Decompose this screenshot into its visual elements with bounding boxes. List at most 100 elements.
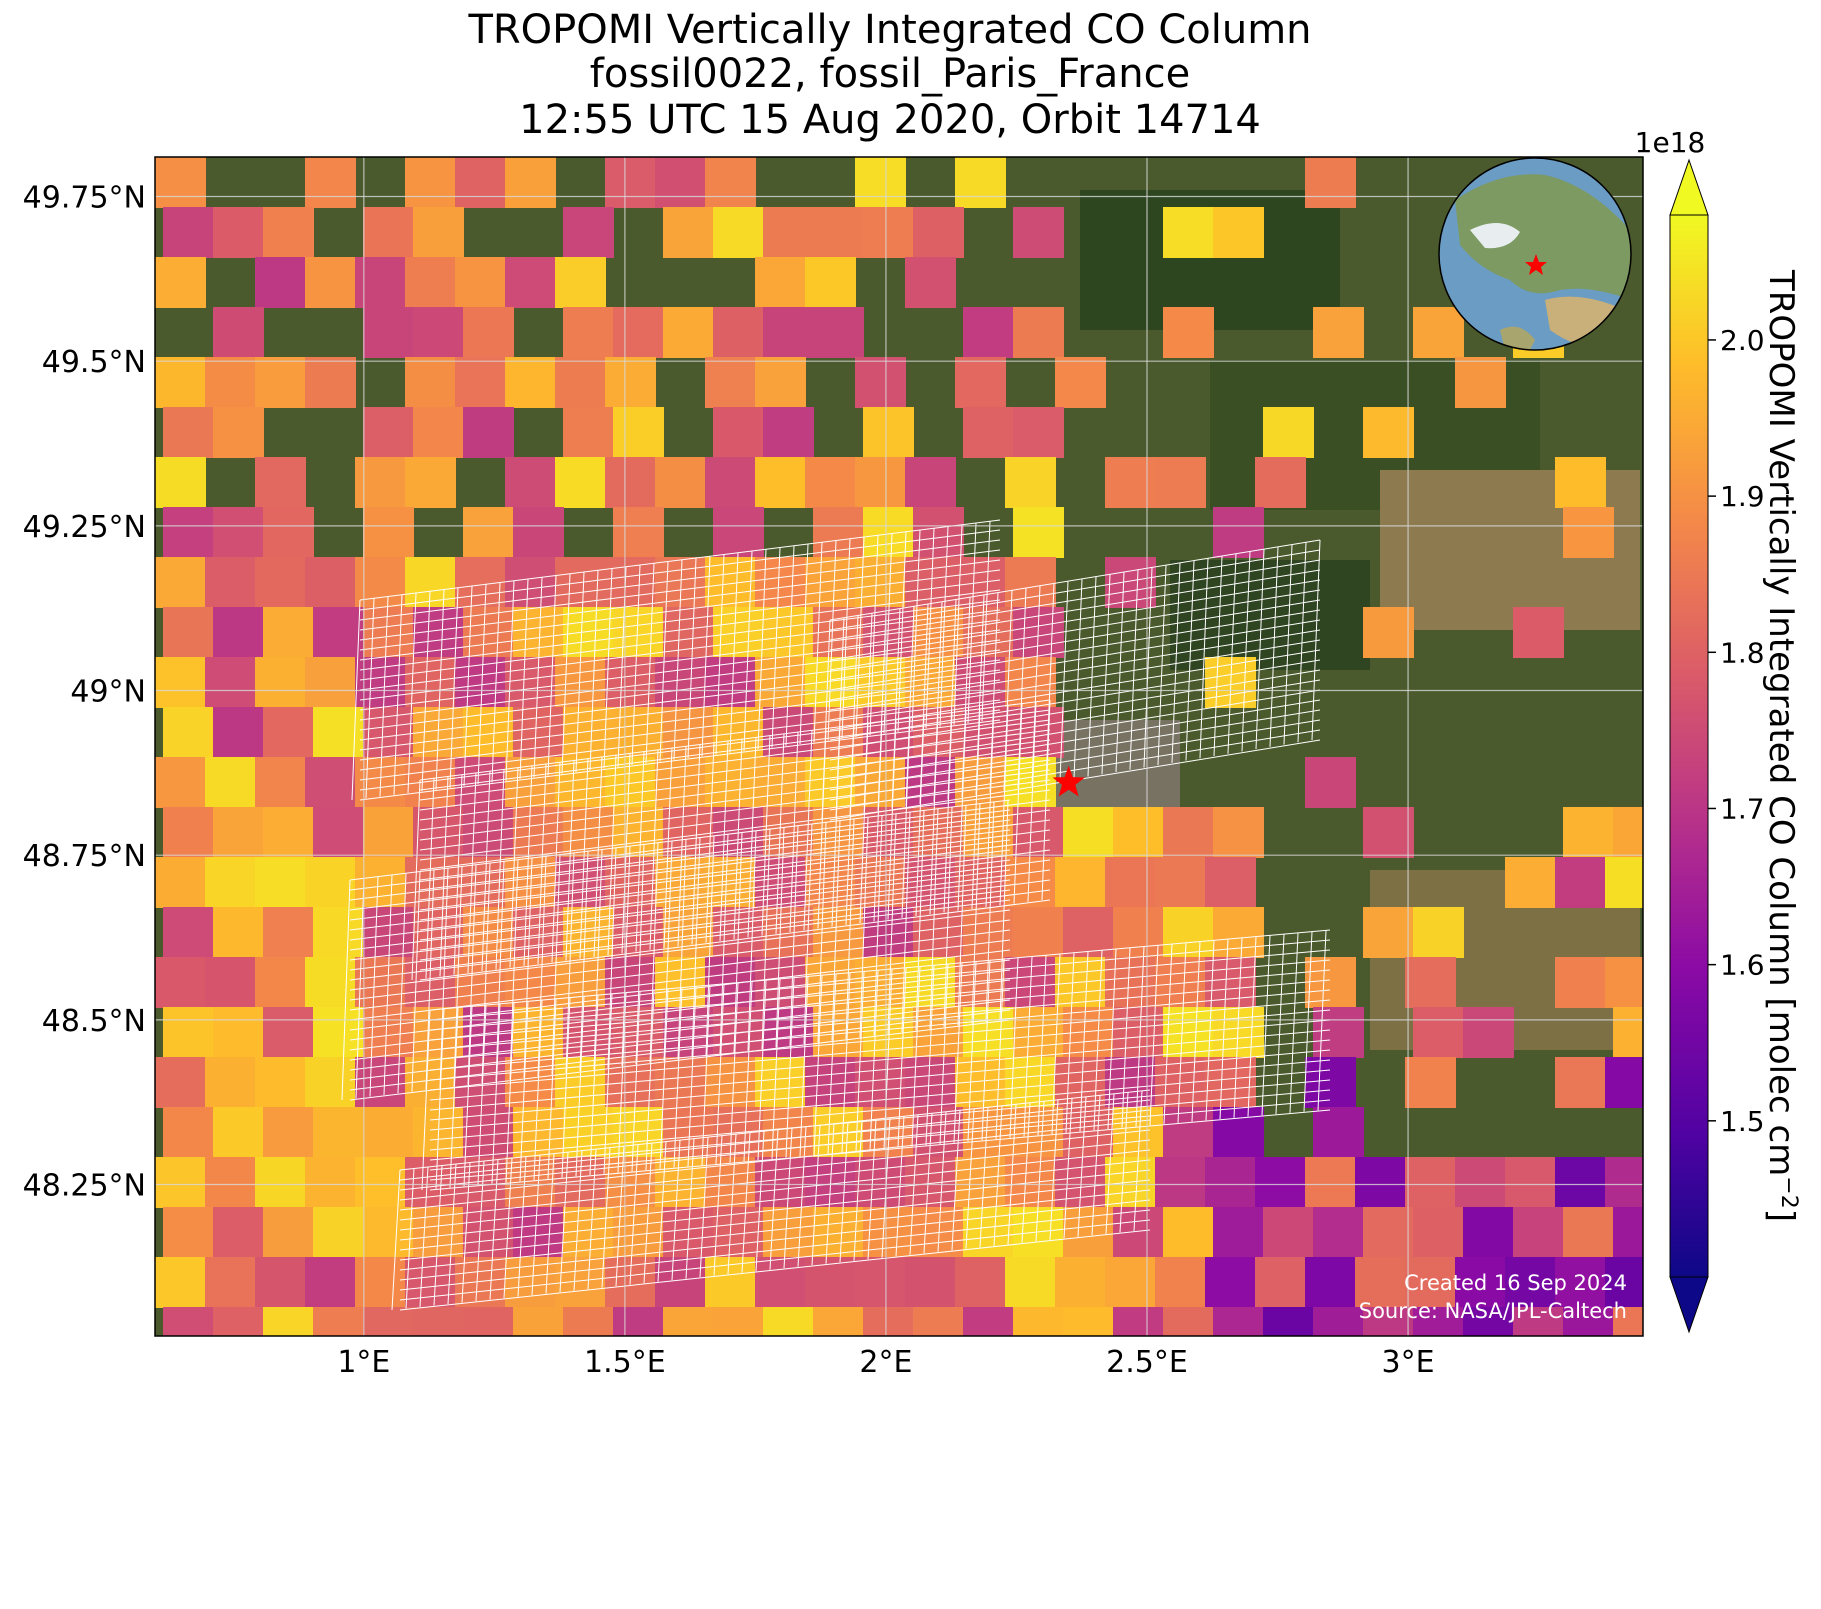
co-pixel <box>913 1007 964 1058</box>
co-pixel <box>155 757 206 808</box>
co-pixel <box>1413 1007 1464 1058</box>
co-pixel <box>263 1207 314 1258</box>
co-pixel <box>1555 1057 1606 1108</box>
co-pixel <box>805 257 856 308</box>
co-pixel <box>1105 557 1156 608</box>
co-pixel <box>1463 1207 1514 1258</box>
co-pixel <box>1363 1207 1414 1258</box>
co-pixel <box>1063 807 1114 858</box>
co-pixel <box>1555 857 1606 908</box>
co-pixel <box>155 357 206 408</box>
co-pixel <box>455 1157 506 1208</box>
co-pixel <box>713 407 764 458</box>
co-pixel <box>305 757 356 808</box>
co-pixel <box>1605 1157 1643 1208</box>
lat-tick-label: 49.5°N <box>42 345 146 380</box>
co-pixel <box>755 1157 806 1208</box>
co-pixel <box>1105 457 1156 508</box>
co-pixel <box>1363 907 1414 958</box>
co-pixel <box>813 1307 864 1336</box>
co-pixel <box>505 357 556 408</box>
co-pixel <box>605 157 656 208</box>
co-pixel <box>1313 1107 1364 1158</box>
co-pixel <box>363 1007 414 1058</box>
co-pixel <box>1055 857 1106 908</box>
co-pixel <box>405 457 456 508</box>
co-pixel <box>1605 1257 1643 1308</box>
co-pixel <box>1263 1307 1314 1336</box>
co-pixel <box>355 257 406 308</box>
co-pixel <box>1555 957 1606 1008</box>
co-pixel <box>1413 907 1464 958</box>
co-pixel <box>155 957 206 1008</box>
co-pixel <box>1063 1307 1114 1336</box>
co-pixel <box>463 307 514 358</box>
colorbar-gradient <box>1670 215 1708 1277</box>
co-pixel <box>963 307 1014 358</box>
co-pixel <box>213 607 264 658</box>
co-pixel <box>205 657 256 708</box>
co-pixel <box>1463 1307 1514 1336</box>
co-pixel <box>613 507 664 558</box>
co-pixel <box>963 1107 1014 1158</box>
co-pixel <box>1363 807 1414 858</box>
co-pixel <box>1055 357 1106 408</box>
co-pixel <box>1455 1157 1506 1208</box>
co-pixel <box>355 857 406 908</box>
co-pixel <box>955 157 1006 208</box>
co-pixel <box>1055 1257 1106 1308</box>
co-pixel <box>663 207 714 258</box>
co-pixel <box>855 357 906 408</box>
co-pixel <box>705 557 756 608</box>
co-pixel <box>255 1157 306 1208</box>
co-pixel <box>305 1257 356 1308</box>
co-pixel <box>363 707 414 758</box>
co-pixel <box>1313 1307 1364 1336</box>
co-pixel <box>455 357 506 408</box>
co-pixel <box>163 607 214 658</box>
co-pixel <box>463 1107 514 1158</box>
co-pixel <box>1013 307 1064 358</box>
co-pixel <box>455 257 506 308</box>
co-pixel <box>963 407 1014 458</box>
co-pixel <box>163 1007 214 1058</box>
co-pixel <box>505 457 556 508</box>
co-pixel <box>1463 1007 1514 1058</box>
co-pixel <box>155 857 206 908</box>
title-line-1: TROPOMI Vertically Integrated CO Column <box>468 7 1312 53</box>
co-pixel <box>1213 207 1264 258</box>
co-pixel <box>963 1007 1014 1058</box>
co-pixel <box>1213 1107 1264 1158</box>
co-pixel <box>205 957 256 1008</box>
co-pixel <box>1513 1207 1564 1258</box>
co-pixel <box>313 1007 364 1058</box>
co-pixel <box>163 1307 214 1336</box>
co-pixel <box>205 1057 256 1108</box>
co-pixel <box>755 657 806 708</box>
co-pixel <box>255 457 306 508</box>
colorbar-tick-label: 1.5 <box>1720 1105 1765 1138</box>
co-pixel <box>255 1257 306 1308</box>
lon-tick-label: 2°E <box>859 1345 912 1380</box>
co-pixel <box>363 1307 414 1336</box>
co-pixel <box>163 1107 214 1158</box>
co-pixel <box>1613 1007 1643 1058</box>
co-pixel <box>755 457 806 508</box>
source-annotation: Source: NASA/JPL-Caltech <box>1359 1299 1627 1323</box>
co-pixel <box>1305 1257 1356 1308</box>
co-pixel <box>863 1307 914 1336</box>
colorbar-tick-label: 1.9 <box>1720 480 1765 513</box>
co-pixel <box>405 157 456 208</box>
co-pixel <box>363 507 414 558</box>
co-pixel <box>255 657 306 708</box>
co-pixel <box>855 1157 906 1208</box>
co-pixel <box>1213 807 1264 858</box>
co-pixel <box>913 207 964 258</box>
co-pixel <box>313 1207 364 1258</box>
co-pixel <box>405 557 456 608</box>
co-pixel <box>705 657 756 708</box>
co-pixel <box>705 1257 756 1308</box>
co-pixel <box>505 157 556 208</box>
co-pixel <box>213 307 264 358</box>
